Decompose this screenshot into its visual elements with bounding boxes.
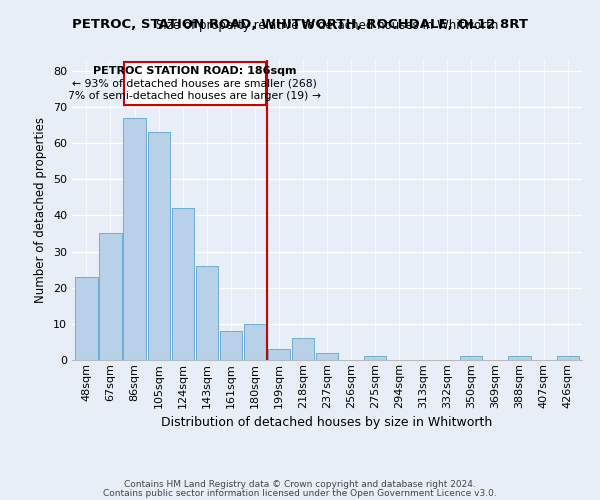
Text: 7% of semi-detached houses are larger (19) →: 7% of semi-detached houses are larger (1…	[68, 91, 321, 101]
Bar	[268, 349, 290, 360]
Text: ← 93% of detached houses are smaller (268): ← 93% of detached houses are smaller (26…	[72, 78, 317, 88]
Bar	[364, 356, 386, 360]
Bar	[124, 118, 146, 360]
FancyBboxPatch shape	[124, 62, 266, 105]
X-axis label: Distribution of detached houses by size in Whitworth: Distribution of detached houses by size …	[161, 416, 493, 429]
Bar	[196, 266, 218, 360]
Text: Contains HM Land Registry data © Crown copyright and database right 2024.: Contains HM Land Registry data © Crown c…	[124, 480, 476, 489]
Bar	[557, 356, 578, 360]
Text: PETROC STATION ROAD: 186sqm: PETROC STATION ROAD: 186sqm	[93, 66, 296, 76]
Bar	[172, 208, 194, 360]
Bar	[292, 338, 314, 360]
Bar	[220, 331, 242, 360]
Bar	[100, 234, 122, 360]
Bar	[148, 132, 170, 360]
Bar	[508, 356, 530, 360]
Bar	[460, 356, 482, 360]
Y-axis label: Number of detached properties: Number of detached properties	[34, 117, 47, 303]
Title: Size of property relative to detached houses in Whitworth: Size of property relative to detached ho…	[156, 20, 498, 32]
Bar	[316, 353, 338, 360]
Bar	[244, 324, 266, 360]
Text: PETROC, STATION ROAD, WHITWORTH, ROCHDALE, OL12 8RT: PETROC, STATION ROAD, WHITWORTH, ROCHDAL…	[72, 18, 528, 30]
Text: Contains public sector information licensed under the Open Government Licence v3: Contains public sector information licen…	[103, 488, 497, 498]
Bar	[76, 277, 98, 360]
